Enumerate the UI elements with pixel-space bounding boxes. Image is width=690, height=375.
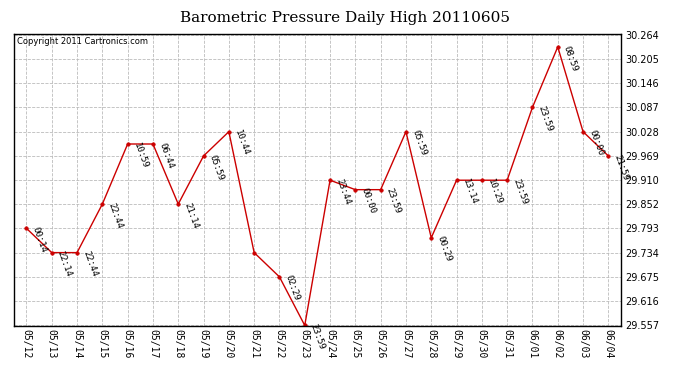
Text: 00:29: 00:29 (435, 235, 453, 263)
Text: 23:44: 23:44 (334, 177, 352, 206)
Text: 13:14: 13:14 (461, 177, 478, 206)
Text: 22:44: 22:44 (81, 250, 99, 278)
Text: 23:59: 23:59 (511, 177, 529, 206)
Text: 10:29: 10:29 (486, 177, 504, 206)
Text: 00:00: 00:00 (359, 187, 377, 215)
Text: 00:14: 00:14 (30, 225, 48, 254)
Text: 00:00: 00:00 (587, 129, 605, 157)
Text: 06:44: 06:44 (157, 141, 175, 170)
Text: 23:59: 23:59 (537, 105, 554, 133)
Text: Barometric Pressure Daily High 20110605: Barometric Pressure Daily High 20110605 (180, 11, 510, 25)
Text: 23:59: 23:59 (385, 187, 402, 215)
Text: 10:44: 10:44 (233, 129, 250, 157)
Text: 02:29: 02:29 (284, 274, 302, 303)
Text: Copyright 2011 Cartronics.com: Copyright 2011 Cartronics.com (17, 37, 148, 46)
Text: 10:59: 10:59 (132, 141, 150, 170)
Text: 23:59: 23:59 (309, 322, 326, 351)
Text: 21:59: 21:59 (613, 153, 630, 182)
Text: 22:14: 22:14 (56, 250, 74, 278)
Text: 05:59: 05:59 (208, 153, 226, 182)
Text: 05:59: 05:59 (410, 129, 428, 157)
Text: 22:44: 22:44 (106, 201, 124, 229)
Text: 21:14: 21:14 (182, 201, 200, 229)
Text: 08:59: 08:59 (562, 44, 580, 72)
